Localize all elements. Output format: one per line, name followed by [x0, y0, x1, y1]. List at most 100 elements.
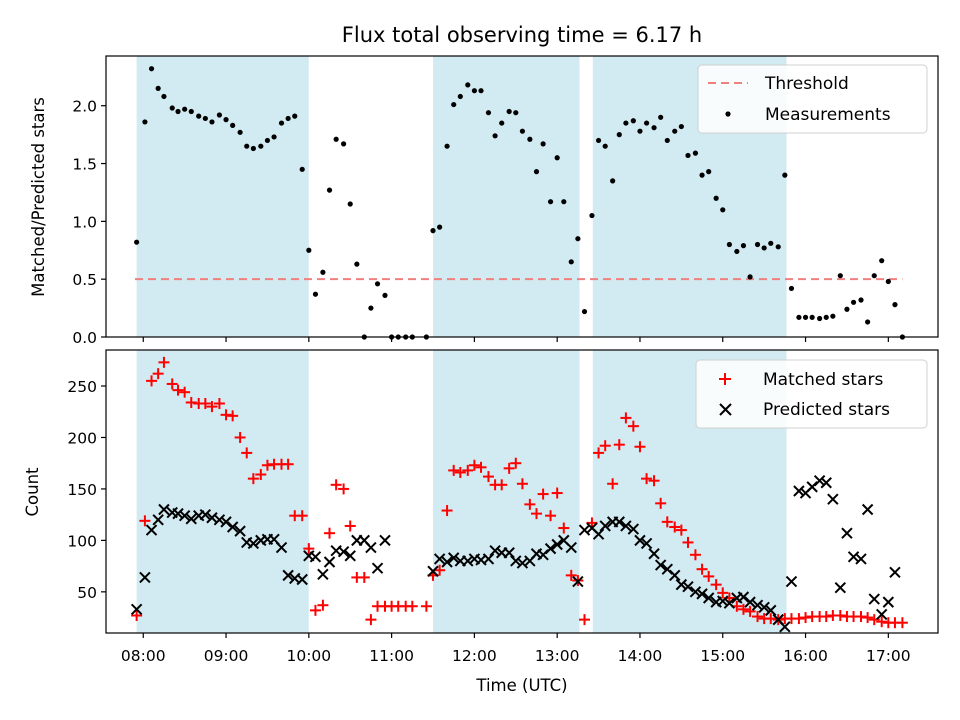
bottom-legend: Matched stars Predicted stars — [695, 359, 928, 429]
measurement-point — [788, 285, 795, 292]
measurement-point — [299, 166, 305, 172]
matched-star-point — [434, 564, 446, 576]
matched-star-point — [227, 410, 239, 422]
predicted-star-point — [689, 586, 702, 598]
matched-star-point — [146, 375, 158, 387]
matched-star-point — [131, 610, 143, 622]
matched-star-point — [330, 479, 342, 491]
predicted-star-point — [130, 603, 143, 616]
bottom-legend-box — [695, 359, 928, 429]
predicted-star-point — [544, 542, 557, 555]
predicted-star-point — [551, 538, 563, 551]
legend-measurements-swatch — [725, 111, 731, 117]
measurement-point — [547, 199, 554, 205]
measurement-point — [754, 241, 761, 248]
matched-star-point — [206, 401, 218, 413]
matched-star-point — [296, 510, 308, 522]
legend-measurements-label: Measurements — [765, 105, 891, 125]
measurement-point — [506, 108, 512, 115]
measurement-point — [354, 261, 360, 267]
measurement-point — [499, 120, 505, 126]
predicted-star-point — [827, 493, 839, 505]
legend-predicted-swatch — [719, 403, 732, 416]
measurement-point — [809, 314, 815, 320]
top-x-ticks — [142, 337, 889, 342]
matched-star-point — [876, 616, 888, 628]
predicted-star-point — [834, 582, 847, 594]
predicted-star-point — [855, 553, 867, 565]
measurement-point — [161, 93, 167, 100]
matched-star-point — [503, 462, 515, 474]
top-observing-window — [136, 56, 309, 337]
measurement-point — [271, 134, 277, 140]
top-y-tick-label: 2.0 — [72, 98, 97, 116]
measurement-point — [292, 113, 298, 119]
measurement-point — [155, 85, 161, 91]
predicted-star-point — [427, 565, 439, 577]
matched-star-point — [530, 508, 542, 520]
measurement-point — [844, 306, 850, 312]
matched-star-point — [717, 587, 729, 599]
bottom-y-axis-label: Count — [23, 467, 42, 517]
measurement-point — [333, 136, 339, 142]
predicted-star-point — [868, 593, 880, 605]
measurement-point — [457, 93, 463, 100]
matched-star-point — [344, 520, 356, 532]
predicted-star-point — [213, 514, 226, 526]
measurement-point — [368, 305, 374, 311]
matched-star-point — [468, 459, 480, 471]
measurement-point — [223, 117, 229, 123]
measurement-point — [478, 88, 484, 94]
matched-star-point — [338, 483, 350, 495]
predicted-star-point — [226, 521, 239, 533]
measurement-point — [672, 128, 678, 134]
matched-star-point — [689, 549, 701, 561]
measurement-point — [678, 123, 684, 130]
x-tick-label: 16:00 — [783, 647, 828, 665]
measurement-point — [347, 201, 353, 207]
measurement-point — [575, 236, 581, 242]
bottom-y-tick-label: 100 — [67, 532, 97, 550]
measurement-point — [699, 172, 705, 178]
measurement-point — [685, 152, 691, 159]
matched-star-point — [696, 563, 708, 575]
measurement-point — [148, 66, 155, 72]
measurement-point — [306, 247, 312, 253]
measurement-point — [444, 143, 450, 149]
matched-star-point — [406, 600, 418, 612]
predicted-star-point — [675, 578, 688, 591]
measurement-point — [761, 245, 767, 251]
top-observing-window — [433, 56, 580, 337]
matched-star-point — [703, 570, 715, 582]
predicted-star-point — [158, 503, 170, 516]
predicted-star-point — [510, 555, 522, 567]
measurement-point — [312, 291, 319, 297]
measurement-point — [237, 129, 243, 135]
matched-star-point — [261, 459, 273, 471]
predicted-star-point — [247, 537, 260, 550]
measurement-point — [175, 108, 181, 115]
predicted-star-point — [765, 604, 777, 617]
ratio-panel: 0.00.51.01.52.0 Matched/Predicted stars … — [29, 55, 939, 347]
bottom-x-ticks: 08:00 09:00 10:00 11:00 12:00 13:00 14:00 15:00… — [121, 633, 911, 665]
measurement-point — [589, 212, 595, 219]
predicted-star-point — [702, 592, 715, 604]
matched-star-point — [213, 398, 225, 410]
predicted-star-point — [779, 621, 791, 633]
measurement-point — [892, 302, 898, 308]
matched-star-point — [565, 569, 577, 581]
measurement-point — [561, 199, 567, 205]
measurement-point — [850, 299, 857, 305]
matched-star-point — [482, 471, 494, 483]
measurement-point — [533, 169, 540, 175]
predicted-star-point — [309, 551, 322, 563]
matched-star-point — [510, 457, 522, 469]
predicted-star-point — [654, 559, 667, 571]
predicted-star-point — [861, 503, 874, 516]
matched-star-point — [152, 368, 164, 380]
measurement-point — [230, 122, 236, 128]
matched-star-point — [448, 464, 460, 476]
predicted-star-point — [820, 477, 832, 489]
matched-star-point — [220, 409, 232, 421]
measurement-point — [706, 169, 712, 175]
